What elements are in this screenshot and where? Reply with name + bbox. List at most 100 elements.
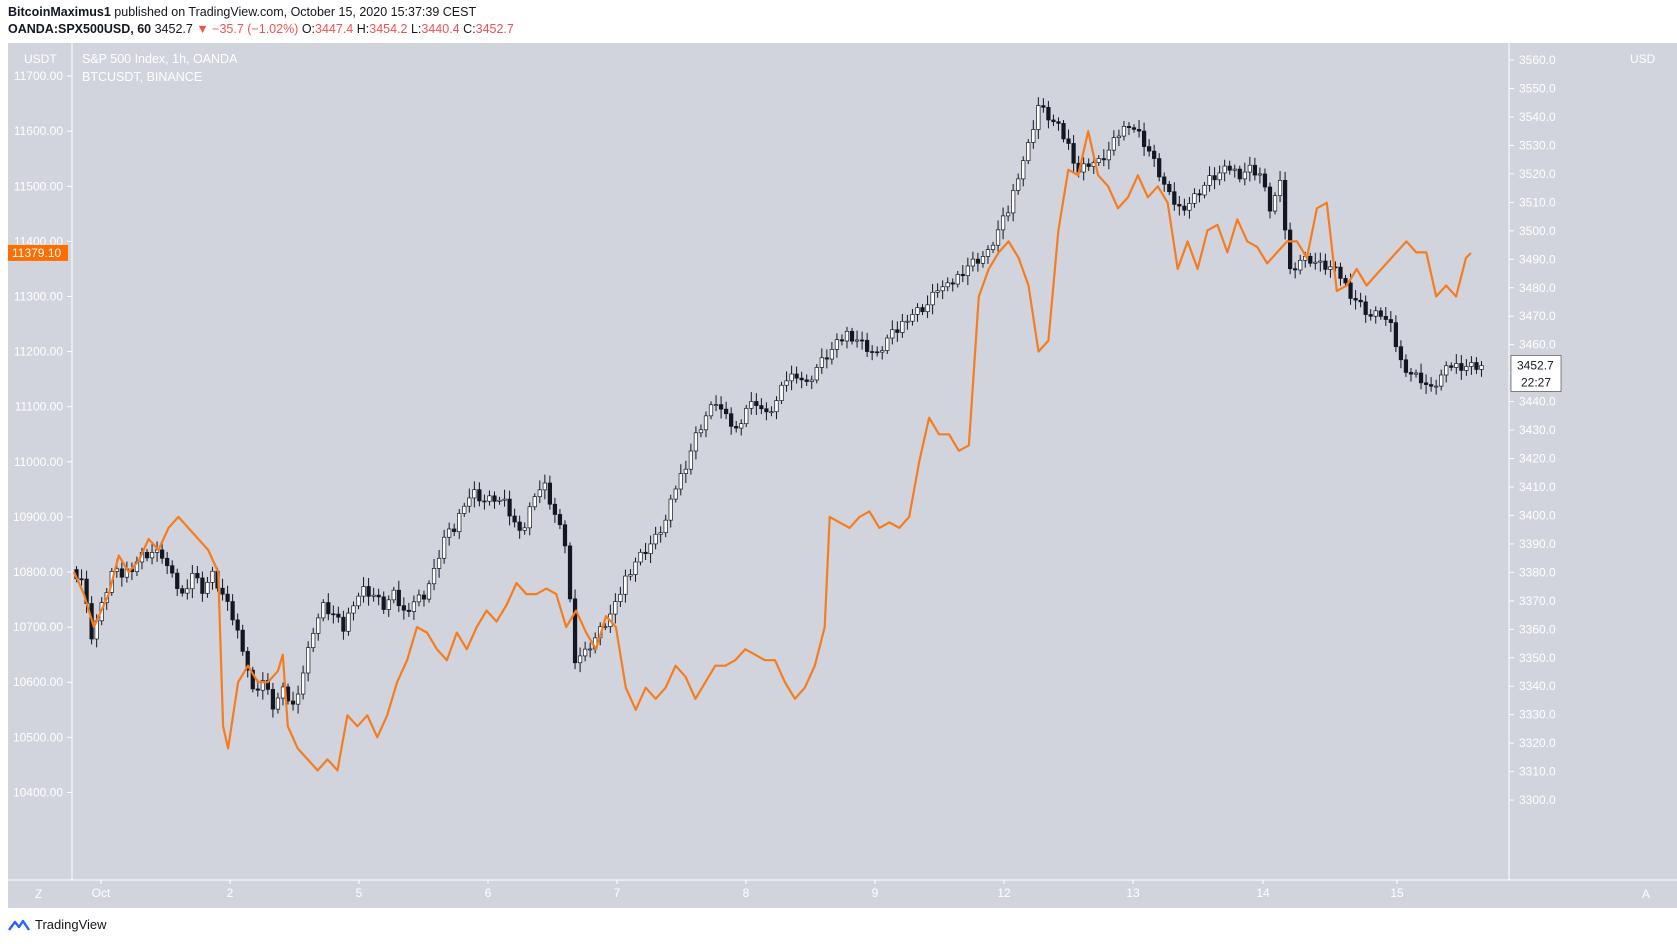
candle-body [376,594,381,598]
candle-body [235,619,240,631]
candle-body [970,258,975,267]
candle-body [1313,261,1318,264]
candle-body [1212,175,1217,181]
btc-last-price-label: 11379.10 [12,246,61,260]
candle-body [618,593,623,602]
candle-body [1116,135,1122,138]
candle-body [633,561,638,575]
candle-body [1288,229,1293,270]
left-tick-label: 11700.00 [14,69,63,83]
time-tick-label: 7 [614,886,621,900]
candle-body [1403,359,1409,373]
candle-body [1298,259,1303,271]
candle-body [532,496,537,508]
candle-body [1152,150,1157,159]
candle-body [467,497,472,507]
candle-body [613,601,618,615]
btcusdt-line [72,130,1472,772]
candle-body [854,339,860,342]
right-price-axis[interactable] [1615,43,1677,880]
author-name[interactable]: BitcoinMaximus1 [8,5,111,19]
candle-body [829,349,834,360]
candle-body [799,377,804,381]
candle-body [839,339,845,342]
candle-body [880,350,885,353]
candle-body [1318,260,1323,263]
candle-body [759,405,764,410]
candle-body [814,367,819,381]
candle-body [1408,372,1414,375]
candle-body [265,680,270,690]
left-price-axis[interactable] [8,43,72,880]
auto-scale-toggle[interactable]: A [1642,887,1651,901]
right-tick-label: 3550.0 [1519,82,1556,96]
candle-body [749,401,754,409]
candle-body [769,411,774,414]
candle-body [1242,171,1247,180]
candle-body [185,588,190,594]
candle-body [638,551,643,563]
candle-body [890,329,895,339]
left-tick-label: 11600.00 [14,124,63,138]
candle-body [708,404,714,417]
candle-body [1217,172,1222,181]
time-axis[interactable] [8,880,1677,908]
time-tick-label: 14 [1256,886,1270,900]
right-tick-label: 3480.0 [1519,281,1556,295]
candle-body [295,693,301,705]
candle-body [703,415,709,431]
candle-body [1328,266,1333,270]
ohlc-line: OANDA:SPX500USD, 60 3452.7 ▼ −35.7 (−1.0… [8,22,514,36]
candle-body [784,380,789,386]
candle-body [1192,193,1197,204]
candle-body [341,616,346,632]
candle-body [1086,163,1091,167]
candle-body [180,588,185,594]
candle-body [859,339,865,342]
high-value: 3454.2 [369,22,408,36]
chart-pane[interactable] [72,43,1615,880]
candle-body [1056,121,1061,124]
candle-body [426,583,432,600]
candle-body [885,337,890,351]
candle-body [527,506,532,529]
candle-body [270,689,276,710]
right-tick-label: 3330.0 [1519,708,1556,722]
candle-body [316,617,321,634]
left-tick-label: 10800.00 [13,565,63,579]
candle-body [1106,149,1111,161]
candle-body [875,351,880,354]
candle-body [643,551,648,554]
candle-body [658,532,663,535]
close-label: C: [463,22,476,36]
candle-body [603,626,608,628]
candle-body [512,515,517,523]
timezone-toggle[interactable]: Z [35,887,43,901]
candle-body [1016,178,1021,191]
candle-body [1293,268,1298,271]
candle-body [1031,129,1036,143]
candle-body [406,609,411,612]
right-tick-label: 3370.0 [1519,594,1556,608]
candle-body [1232,168,1237,171]
main-series-legend[interactable]: S&P 500 Index, 1h, OANDA [82,52,238,66]
footer-brand[interactable]: TradingView [8,917,107,932]
candle-body [794,373,799,379]
candle-body [1252,164,1257,176]
candle-body [442,536,447,559]
right-tick-label: 3360.0 [1519,622,1556,636]
compare-series-legend[interactable]: BTCUSDT, BINANCE [82,70,203,84]
candle-body [351,605,356,614]
candle-body [1343,278,1348,284]
candle-body [1197,193,1202,196]
candle-body [754,401,759,406]
candle-body [1131,127,1137,130]
candle-body [1177,204,1182,207]
candle-body [170,565,175,574]
time-tick-label: 15 [1390,886,1404,900]
candle-body [1439,374,1444,387]
candle-body [1071,143,1076,164]
left-tick-label: 11100.00 [15,400,64,414]
candle-body [1136,129,1142,132]
candle-body [165,557,170,567]
